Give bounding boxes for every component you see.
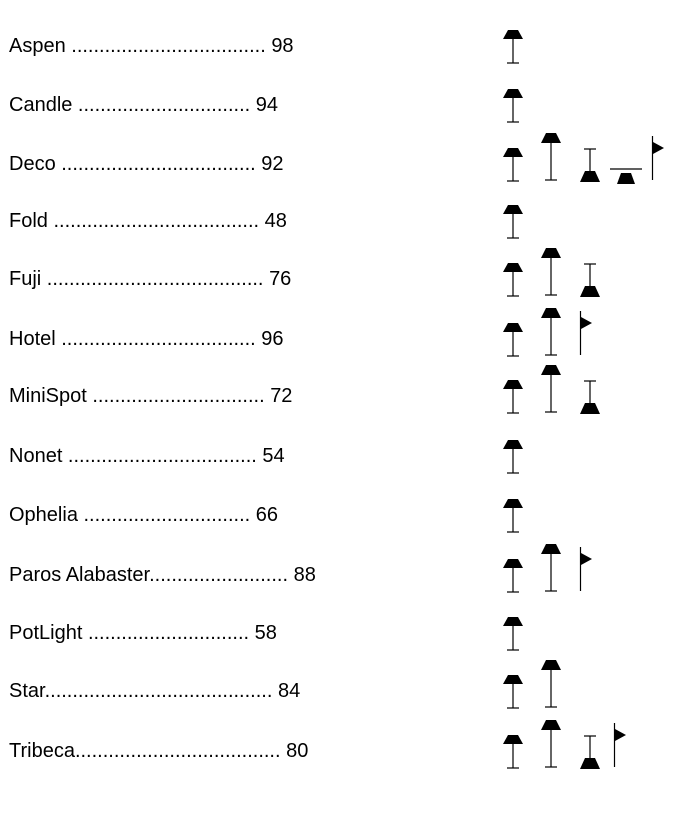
page-number: 58 [254, 622, 277, 644]
page-number: 48 [264, 210, 287, 232]
index-row: Ophelia .............................. 6… [0, 486, 681, 546]
index-row: Tribeca.................................… [0, 719, 681, 782]
floor-lamp-icon [540, 543, 562, 600]
ceiling-lamp-icon [579, 380, 601, 421]
ceiling-lamp-icon [579, 148, 601, 189]
page-number: 66 [255, 504, 279, 526]
entry-name-with-leader: MiniSpot ............................... [9, 385, 265, 407]
index-row: PotLight ............................. 5… [0, 604, 681, 664]
page-number: 94 [255, 94, 279, 116]
table-lamp-icon [501, 29, 525, 72]
entry-name-with-leader: Deco ................................... [9, 153, 256, 175]
entry-name-with-leader: Fuji ...................................… [9, 268, 264, 290]
table-lamp-icon [501, 262, 525, 305]
entry-label: MiniSpot ...............................… [9, 384, 292, 408]
floor-lamp-icon [540, 719, 562, 776]
wall-lamp-icon [651, 135, 667, 186]
table-lamp-icon [501, 734, 525, 777]
table-lamp-icon [501, 558, 525, 601]
table-lamp-icon [501, 379, 525, 422]
table-lamp-icon [501, 616, 525, 659]
table-lamp-icon [501, 674, 525, 717]
entry-name-with-leader: PotLight ............................. [9, 622, 250, 644]
entry-name-with-leader: Candle ............................... [9, 94, 251, 116]
pendant-lamp-icon [610, 166, 642, 191]
page-number: 76 [269, 268, 292, 290]
floor-lamp-icon [540, 247, 562, 304]
entry-label: Candle ............................... 9… [9, 93, 278, 117]
page-number: 88 [293, 564, 316, 586]
entry-label: Ophelia .............................. 6… [9, 503, 278, 527]
entry-name-with-leader: Tribeca.................................… [9, 740, 281, 762]
table-lamp-icon [501, 439, 525, 482]
wall-lamp-icon [579, 546, 595, 597]
index-row: Fold ...................................… [0, 192, 681, 252]
entry-label: Star....................................… [9, 679, 300, 703]
page-number: 96 [261, 328, 284, 350]
page-number: 84 [277, 680, 301, 702]
floor-lamp-icon [540, 659, 562, 716]
index-row: Hotel ..................................… [0, 307, 681, 370]
table-lamp-icon [501, 498, 525, 541]
entry-label: Fuji ...................................… [9, 267, 291, 291]
entry-name-with-leader: Nonet .................................. [9, 445, 257, 467]
entry-label: Nonet ..................................… [9, 444, 285, 468]
table-lamp-icon [501, 88, 525, 131]
entry-name-with-leader: Paros Alabaster......................... [9, 564, 289, 586]
wall-lamp-icon [579, 310, 595, 361]
entry-name-with-leader: Hotel ..................................… [9, 328, 256, 350]
entry-name-with-leader: Aspen ..................................… [9, 35, 266, 57]
entry-label: PotLight ............................. 5… [9, 621, 277, 645]
page-number: 92 [261, 153, 284, 175]
ceiling-lamp-icon [579, 735, 601, 776]
floor-lamp-icon [540, 132, 562, 189]
entry-label: Deco ...................................… [9, 152, 284, 176]
page-number: 80 [286, 740, 309, 762]
index-row: Fuji ...................................… [0, 247, 681, 310]
entry-label: Tribeca.................................… [9, 739, 308, 763]
table-lamp-icon [501, 204, 525, 247]
wall-lamp-icon [613, 722, 629, 773]
entry-name-with-leader: Fold ...................................… [9, 210, 260, 232]
page-number: 72 [270, 385, 293, 407]
index-row: Star....................................… [0, 659, 681, 722]
table-lamp-icon [501, 147, 525, 190]
ceiling-lamp-icon [579, 263, 601, 304]
page-number: 54 [262, 445, 285, 467]
entry-name-with-leader: Star....................................… [9, 680, 273, 702]
entry-name-with-leader: Ophelia .............................. [9, 504, 251, 526]
index-row: Nonet ..................................… [0, 427, 681, 487]
floor-lamp-icon [540, 307, 562, 364]
index-row: MiniSpot ...............................… [0, 364, 681, 427]
index-row: Candle ............................... 9… [0, 76, 681, 136]
floor-lamp-icon [540, 364, 562, 421]
entry-label: Fold ...................................… [9, 209, 287, 233]
table-lamp-icon [501, 322, 525, 365]
page-number: 98 [271, 35, 294, 57]
index-row: Aspen ..................................… [0, 17, 681, 77]
entry-label: Aspen ..................................… [9, 34, 294, 58]
entry-label: Hotel ..................................… [9, 327, 284, 351]
index-row: Paros Alabaster.........................… [0, 543, 681, 606]
index-row: Deco ...................................… [0, 132, 681, 195]
entry-label: Paros Alabaster.........................… [9, 563, 316, 587]
